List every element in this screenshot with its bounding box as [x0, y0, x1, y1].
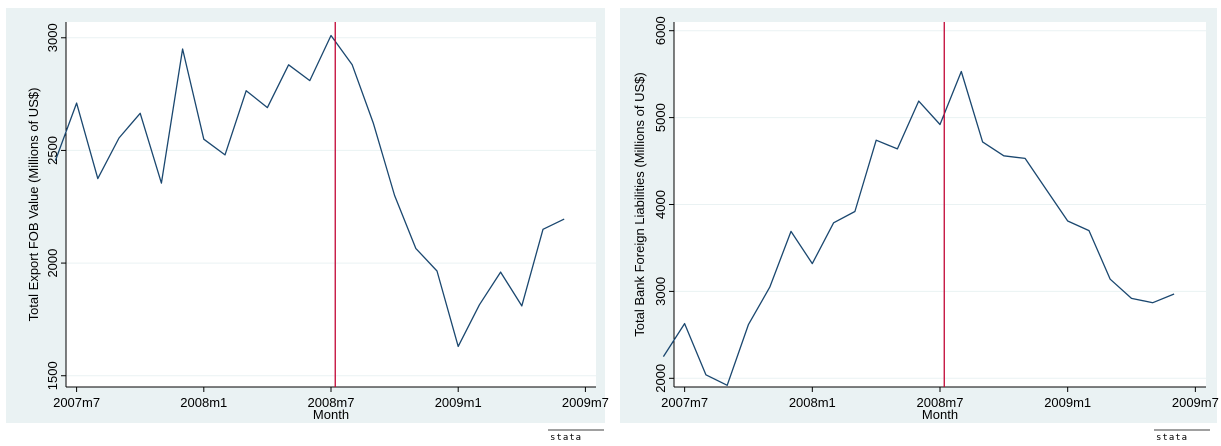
y-tick-label: 2000: [45, 249, 60, 278]
y-axis-title: Total Bank Foreign Liabilities (Millions…: [632, 72, 647, 336]
y-tick-label: 3000: [45, 23, 60, 52]
x-tick-label: 2009m1: [435, 395, 482, 410]
y-tick-label: 6000: [653, 16, 668, 45]
y-tick-label: 2500: [45, 136, 60, 165]
x-tick-label: 2009m7: [562, 395, 609, 410]
series-line: [54, 34, 565, 348]
x-tick-label: 2009m7: [1172, 395, 1219, 410]
x-tick-label: 2008m1: [180, 395, 227, 410]
y-tick-label: 1500: [45, 361, 60, 390]
export-value-chart: 1500 2000 2500 3000 2007m7 2008m1 2008m7 2009m1…: [6, 8, 609, 443]
export-value-panel: 1500 2000 2500 3000 2007m7 2008m1 2008m7 2009m1…: [0, 0, 611, 443]
x-tick-label: 2008m7: [917, 395, 964, 410]
bank-liabilities-panel: 2000 3000 4000 5000 6000 2007m7 2008m1 2008m7 20…: [616, 0, 1221, 443]
x-tick-label: 2009m1: [1044, 395, 1091, 410]
x-tick-label: 2008m1: [789, 395, 836, 410]
y-tick-label: 5000: [653, 103, 668, 132]
y-tick-label: 4000: [653, 190, 668, 219]
series-line: [662, 70, 1175, 386]
x-axis-title: Month: [313, 407, 349, 422]
bank-liabilities-chart: 2000 3000 4000 5000 6000 2007m7 2008m1 2008m7 20…: [620, 8, 1219, 443]
stata-logo: stata: [550, 433, 582, 441]
y-axis-title: Total Export FOB Value (Millions of US$): [26, 88, 41, 322]
stata-logo: stata: [1156, 433, 1188, 441]
y-tick-label: 2000: [653, 364, 668, 393]
x-tick-label: 2007m7: [661, 395, 708, 410]
x-tick-label: 2007m7: [53, 395, 100, 410]
y-tick-label: 3000: [653, 277, 668, 306]
x-axis-title: Month: [922, 407, 958, 422]
plot-region: [66, 22, 596, 387]
x-tick-label: 2008m7: [308, 395, 355, 410]
